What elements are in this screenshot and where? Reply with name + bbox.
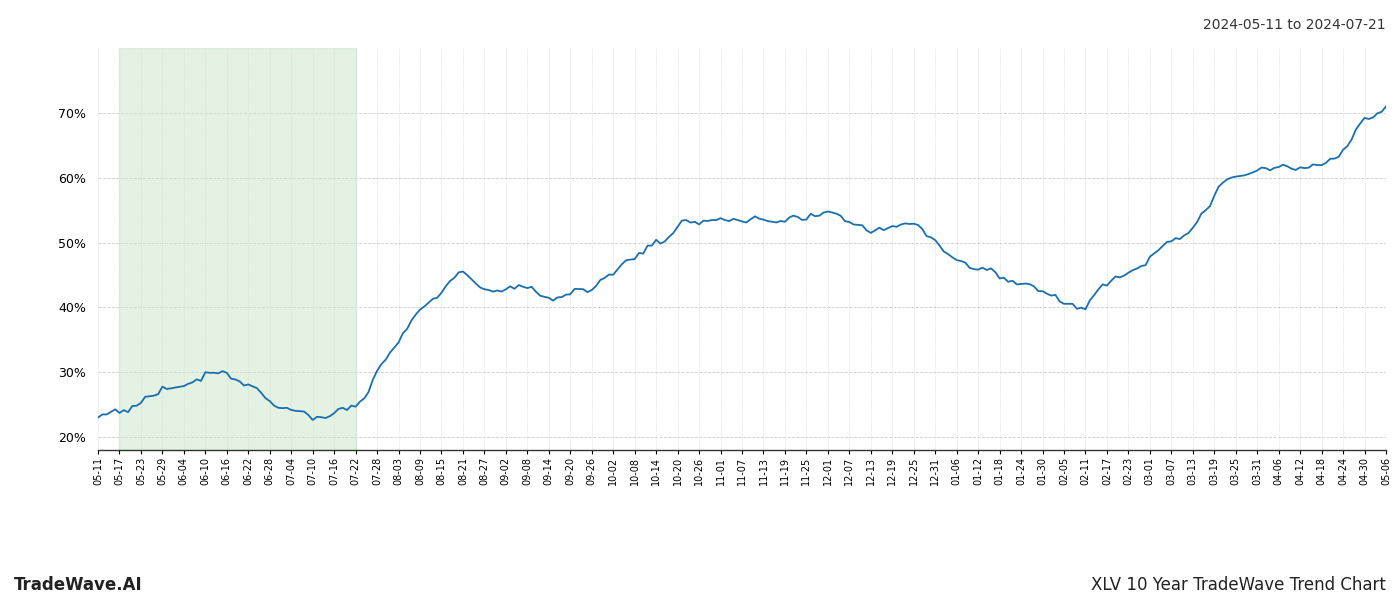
Text: 2024-05-11 to 2024-07-21: 2024-05-11 to 2024-07-21 (1204, 18, 1386, 32)
Text: TradeWave.AI: TradeWave.AI (14, 576, 143, 594)
Text: XLV 10 Year TradeWave Trend Chart: XLV 10 Year TradeWave Trend Chart (1091, 576, 1386, 594)
Bar (119, 48, 356, 450)
